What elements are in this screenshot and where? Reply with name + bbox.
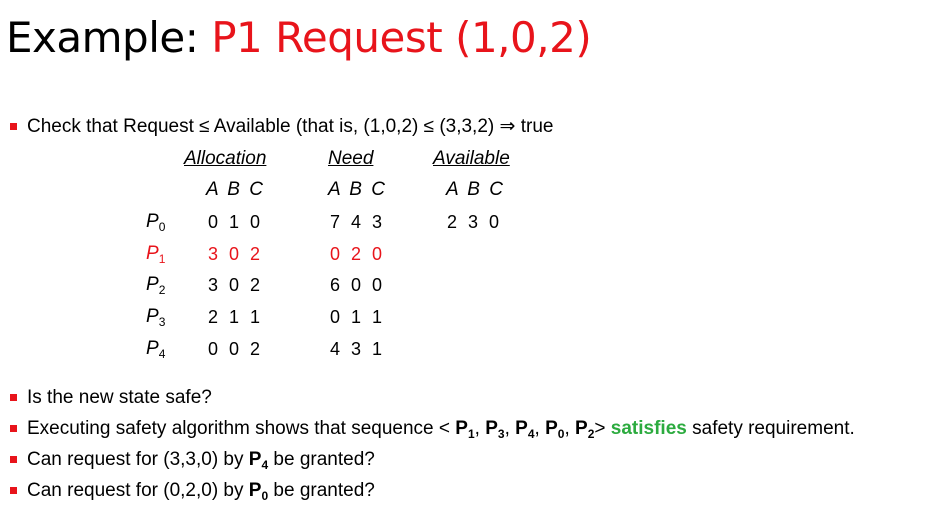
bullet-marker [10,456,17,463]
subheader-available: A B C [446,179,505,200]
process-label: P3 [146,306,166,329]
safe-question-line: Is the new state safe? [27,387,212,408]
bullet-marker [10,487,17,494]
request-p0-line: Can request for (0,2,0) by P0 be granted… [27,480,375,503]
allocation-cell: 0 0 2 [208,339,264,359]
request-p4-line: Can request for (3,3,0) by P4 be granted… [27,449,375,472]
title-prefix: Example: [6,13,212,62]
check-line: Check that Request ≤ Available (that is,… [27,116,554,137]
subheader-need: A B C [328,179,387,200]
header-allocation: Allocation [184,148,267,169]
safety-sequence-line: Executing safety algorithm shows that se… [27,418,855,441]
process-label: P0 [146,211,166,234]
need-cell: 0 1 1 [330,307,386,327]
allocation-cell: 3 0 2 [208,275,264,295]
need-cell: 4 3 1 [330,339,386,359]
need-cell: 7 4 3 [330,212,386,232]
header-available: Available [433,148,510,169]
satisfies-keyword: satisfies [610,418,687,439]
allocation-cell: 3 0 2 [208,244,264,264]
bullet-marker [10,394,17,401]
available-cell: 2 3 0 [447,212,503,232]
allocation-cell: 2 1 1 [208,307,264,327]
process-label: P4 [146,338,166,361]
subheader-allocation: A B C [206,179,265,200]
need-cell: 0 2 0 [330,244,386,264]
bullet-marker [10,123,17,130]
header-need: Need [328,148,374,169]
allocation-cell: 0 1 0 [208,212,264,232]
process-label: P2 [146,274,166,297]
slide-title: Example: P1 Request (1,0,2) [6,8,592,68]
bullet-marker [10,425,17,432]
title-accent: P1 Request (1,0,2) [211,13,592,62]
process-label: P1 [146,243,166,266]
need-cell: 6 0 0 [330,275,386,295]
